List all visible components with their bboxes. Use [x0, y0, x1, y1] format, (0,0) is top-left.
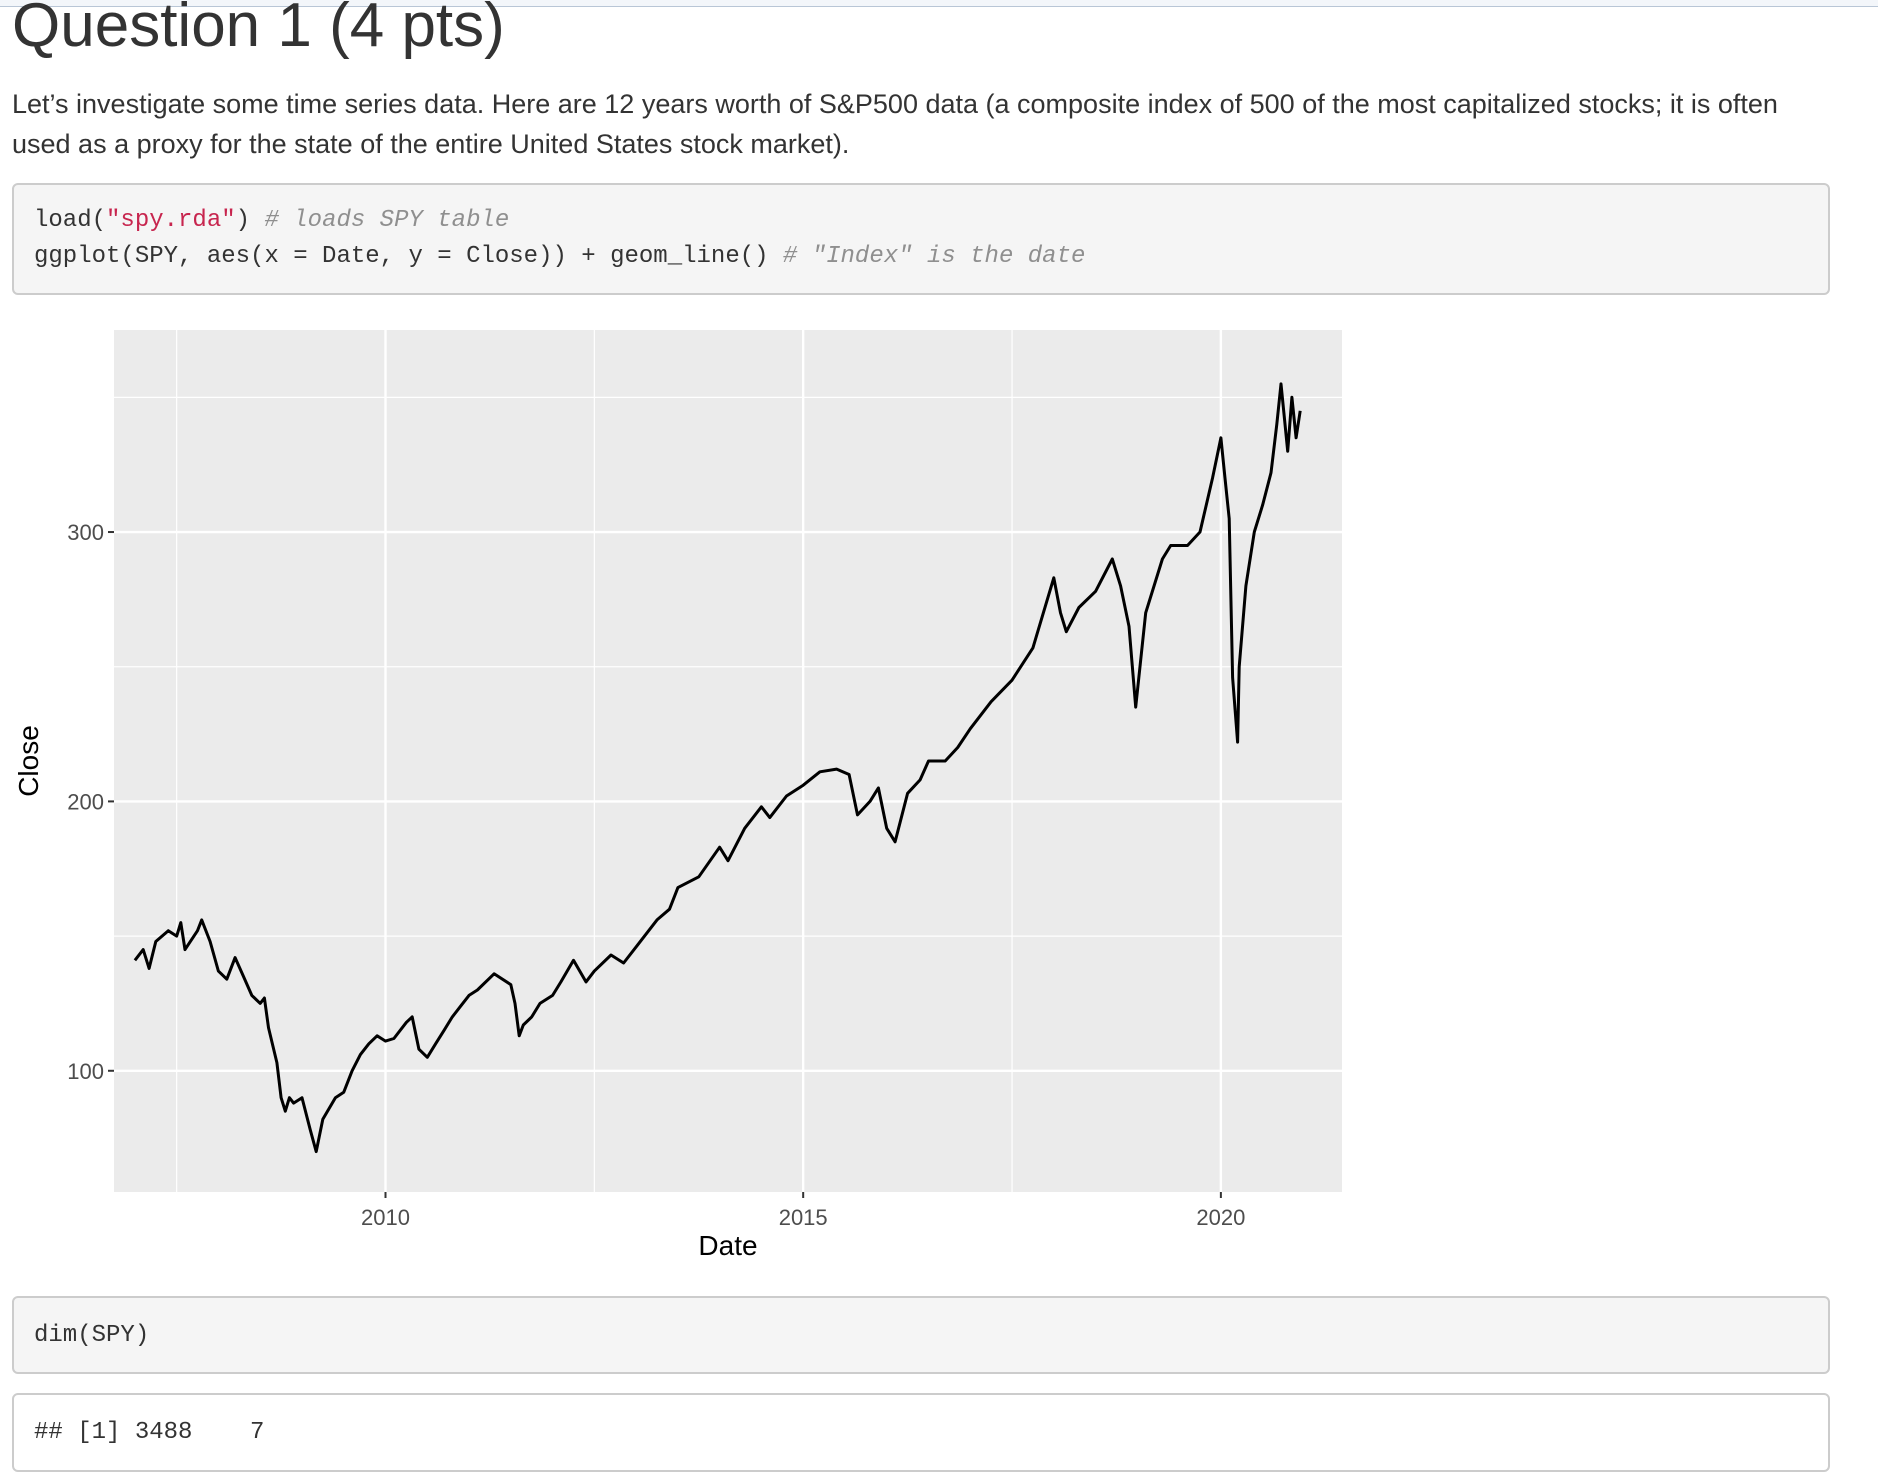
output-line: ## [1] 3488 7 — [34, 1419, 265, 1446]
y-tick-label: 300 — [67, 520, 104, 545]
code-token-ggplot: ggplot(SPY, aes(x = Date, y = Close)) + … — [34, 243, 783, 270]
code-block-plot: load("spy.rda") # loads SPY table ggplot… — [12, 183, 1830, 295]
y-tick-label: 200 — [67, 789, 104, 814]
question-heading: Question 1 (4 pts) — [12, 0, 505, 60]
x-axis-title: Date — [698, 1230, 757, 1261]
line-chart: 2010 2015 2020 100 200 300 Date Close — [13, 330, 1342, 1261]
y-axis-title: Close — [13, 725, 44, 797]
code-comment: # loads SPY table — [264, 207, 510, 234]
x-tick-label: 2015 — [779, 1205, 828, 1230]
code-line-load: load("spy.rda") # loads SPY table — [34, 207, 509, 234]
code-block-dim: dim(SPY) — [12, 1296, 1830, 1374]
chart-layer: 2010 2015 2020 100 200 300 Date Close — [13, 330, 1342, 1261]
code-token-paren: ) — [235, 207, 265, 234]
page-top-border — [0, 0, 1878, 7]
output-block: ## [1] 3488 7 — [12, 1393, 1830, 1472]
x-tick-label: 2020 — [1196, 1205, 1245, 1230]
y-tick-label: 100 — [67, 1059, 104, 1084]
close-price-line — [133, 382, 1302, 1154]
code-line-dim: dim(SPY) — [34, 1322, 150, 1349]
intro-paragraph: Let’s investigate some time series data.… — [12, 89, 1778, 159]
code-comment: # "Index" is the date — [782, 243, 1086, 270]
code-token-fn: load( — [34, 207, 107, 234]
x-tick-label: 2010 — [361, 1205, 410, 1230]
code-token-string: "spy.rda" — [106, 207, 236, 234]
plot-panel — [114, 330, 1342, 1192]
code-line-ggplot: ggplot(SPY, aes(x = Date, y = Close)) + … — [34, 243, 1085, 270]
